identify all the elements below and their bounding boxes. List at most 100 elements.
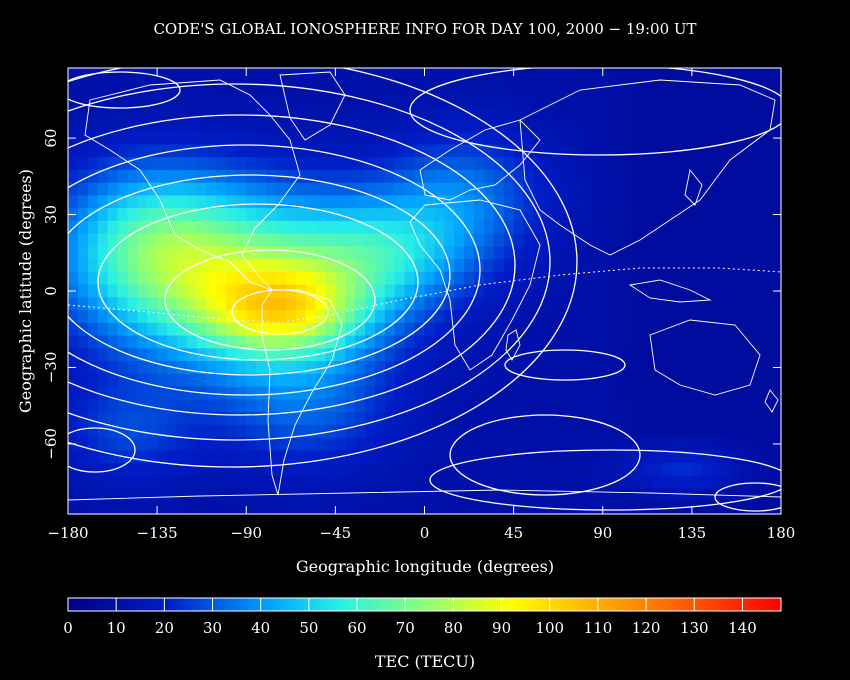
heatmap-cell — [652, 297, 663, 311]
heatmap-cell — [226, 335, 237, 349]
heatmap-cell — [602, 169, 614, 184]
heatmap-cell — [295, 169, 307, 184]
heatmap-cell — [751, 144, 762, 158]
heatmap-cell — [176, 322, 188, 337]
heatmap-cell — [503, 220, 515, 235]
heatmap-cell — [256, 361, 267, 375]
heatmap-cell — [77, 80, 89, 95]
heatmap-cell — [394, 310, 406, 324]
heatmap-cell — [771, 259, 782, 273]
heatmap-cell — [127, 463, 138, 477]
heatmap-cell — [236, 68, 247, 82]
colorbar-cell — [559, 598, 565, 611]
heatmap-cell — [365, 169, 376, 184]
heatmap-cell — [176, 80, 188, 95]
heatmap-cell — [216, 131, 228, 146]
heatmap-cell — [464, 169, 475, 184]
heatmap-cell — [117, 501, 129, 515]
heatmap-cell — [464, 399, 475, 413]
heatmap-cell — [691, 437, 703, 451]
heatmap-cell — [662, 424, 673, 439]
colorbar-cell — [756, 598, 763, 611]
heatmap-cell — [315, 208, 327, 222]
heatmap-cell — [751, 399, 762, 413]
heatmap-cell — [582, 131, 594, 146]
heatmap-cell — [295, 68, 307, 82]
heatmap-cell — [335, 335, 346, 349]
heatmap-cell — [325, 80, 336, 95]
heatmap-cell — [404, 348, 416, 362]
heatmap-cell — [87, 412, 99, 426]
heatmap-cell — [137, 475, 148, 490]
heatmap-cell — [741, 182, 752, 197]
heatmap-cell — [592, 157, 604, 171]
heatmap-cell — [374, 322, 386, 337]
heatmap-cell — [444, 220, 455, 235]
heatmap-cell — [691, 348, 703, 362]
contour-line — [409, 68, 781, 156]
heatmap-cell — [384, 475, 396, 490]
heatmap-cell — [77, 68, 89, 82]
heatmap-cell — [127, 208, 138, 222]
heatmap-cell — [226, 106, 237, 120]
heatmap-cell — [285, 399, 297, 413]
heatmap-cell — [315, 501, 327, 515]
heatmap-cell — [404, 475, 416, 490]
heatmap-cell — [681, 220, 693, 235]
heatmap-cell — [493, 106, 505, 120]
heatmap-cell — [771, 68, 782, 82]
heatmap-cell — [305, 106, 317, 120]
contour-line — [68, 144, 481, 396]
heatmap-cell — [315, 348, 327, 362]
heatmap-cell — [523, 297, 535, 311]
heatmap-cell — [573, 373, 584, 388]
heatmap-cell — [107, 412, 119, 426]
contour-line — [68, 68, 578, 468]
heatmap-cell — [523, 131, 535, 146]
heatmap-cell — [602, 118, 614, 133]
heatmap-cell — [701, 463, 713, 477]
colorbar-cell — [125, 598, 132, 611]
heatmap-cell — [305, 233, 317, 247]
heatmap-cell — [394, 348, 406, 362]
colorbar-cell — [92, 598, 98, 611]
heatmap-cell — [365, 118, 376, 133]
heatmap-cell — [68, 475, 79, 490]
heatmap-cell — [642, 322, 653, 337]
heatmap-cell — [167, 208, 178, 222]
heatmap-cell — [414, 106, 426, 120]
heatmap-cell — [672, 335, 683, 349]
heatmap-cell — [176, 348, 188, 362]
heatmap-cell — [216, 195, 228, 209]
heatmap-cell — [266, 68, 277, 82]
heatmap-cell — [513, 93, 525, 107]
heatmap-cell — [206, 195, 218, 209]
colorbar-cell — [275, 598, 281, 611]
heatmap-cell — [167, 68, 178, 82]
heatmap-cell — [533, 68, 544, 82]
heatmap-cell — [236, 399, 247, 413]
heatmap-cell — [137, 131, 148, 146]
colorbar-cell — [251, 598, 257, 611]
heatmap-cell — [741, 220, 752, 235]
heatmap-cell — [414, 131, 426, 146]
heatmap-cell — [236, 437, 247, 451]
heatmap-cell — [325, 348, 336, 362]
heatmap-cell — [196, 220, 208, 235]
heatmap-cell — [434, 93, 445, 107]
heatmap-cell — [137, 348, 148, 362]
heatmap-cell — [295, 412, 307, 426]
heatmap-cell — [414, 322, 426, 337]
heatmap-cell — [751, 182, 762, 197]
heatmap-cell — [266, 80, 277, 95]
heatmap-cell — [553, 501, 564, 515]
south-america-outline — [261, 289, 343, 496]
heatmap-cell — [97, 373, 109, 388]
heatmap-cell — [662, 310, 673, 324]
heatmap-cell — [414, 80, 426, 95]
heatmap-cell — [464, 271, 475, 286]
heatmap-cell — [167, 335, 178, 349]
heatmap-cell — [612, 195, 624, 209]
heatmap-cell — [266, 297, 277, 311]
